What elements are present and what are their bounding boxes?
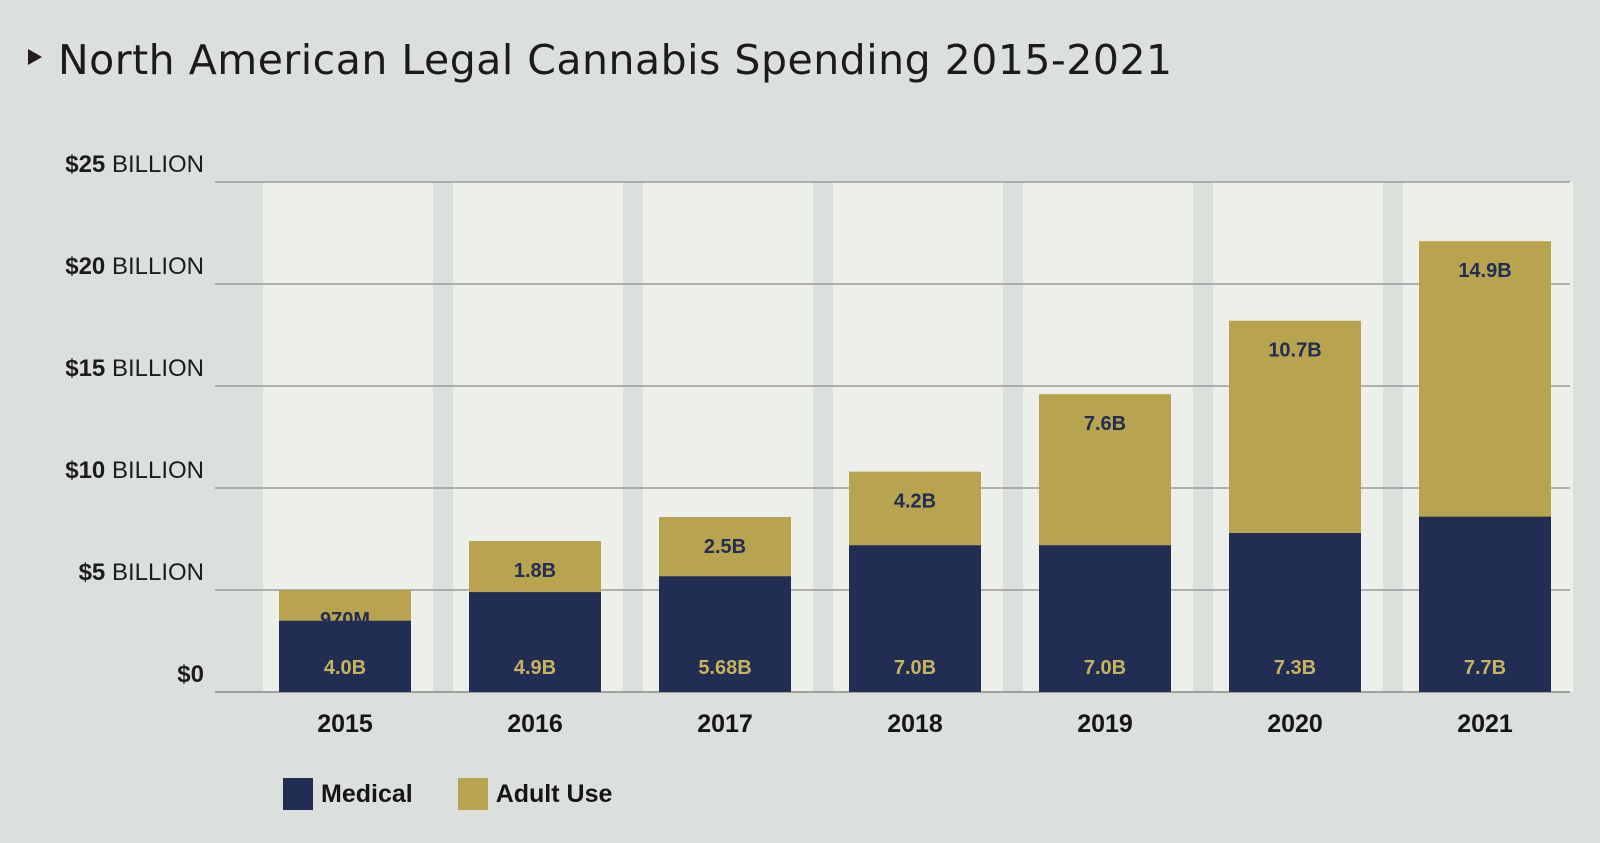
bar-adult-use xyxy=(849,471,981,546)
triangle-bullet-icon xyxy=(28,49,42,65)
legend-swatch-adult-use xyxy=(457,778,488,810)
bar-medical xyxy=(1419,516,1551,692)
y-tick-label: $5 BILLION xyxy=(79,559,204,586)
legend-label-medical: Medical xyxy=(321,779,413,808)
bar-adult-use xyxy=(1419,241,1551,517)
legend: Medical Adult Use xyxy=(283,778,657,810)
y-tick-label: $10 BILLION xyxy=(65,457,204,484)
data-label-adult-use: 1.8B xyxy=(514,560,556,582)
data-label-medical: 7.7B xyxy=(1464,657,1506,679)
x-tick-label: 2018 xyxy=(887,710,943,738)
bar-medical xyxy=(1039,545,1171,692)
data-label-adult-use: 10.7B xyxy=(1268,340,1321,362)
y-tick-label: $15 BILLION xyxy=(65,355,204,382)
bar-adult-use xyxy=(1039,394,1171,546)
bar-medical xyxy=(469,592,601,692)
data-label-medical: 7.0B xyxy=(894,657,936,679)
x-tick-label: 2017 xyxy=(697,710,753,738)
data-label-medical: 5.68B xyxy=(698,657,751,679)
y-tick-label: $25 BILLION xyxy=(65,151,204,178)
bar-medical xyxy=(659,576,791,692)
data-label-adult-use: 4.2B xyxy=(894,491,936,513)
x-tick-label: 2021 xyxy=(1457,710,1513,738)
title-row: North American Legal Cannabis Spending 2… xyxy=(28,36,1173,84)
y-tick-label: $0 xyxy=(177,661,204,688)
legend-label-adult-use: Adult Use xyxy=(495,779,613,808)
x-tick-label: 2020 xyxy=(1267,710,1323,738)
x-tick-label: 2015 xyxy=(317,710,373,738)
chart-title: North American Legal Cannabis Spending 2… xyxy=(58,36,1173,84)
bar-adult-use xyxy=(469,541,601,593)
bar-medical xyxy=(849,545,981,692)
bar-medical xyxy=(279,620,411,692)
legend-item-adult-use: Adult Use xyxy=(457,778,613,810)
data-label-adult-use: 14.9B xyxy=(1458,260,1511,282)
data-label-medical: 4.9B xyxy=(514,657,556,679)
bar-adult-use xyxy=(659,516,791,577)
bar-adult-use xyxy=(279,590,411,621)
legend-swatch-medical xyxy=(283,778,313,810)
bar-medical xyxy=(1229,532,1361,692)
y-tick-label: $20 BILLION xyxy=(65,253,204,280)
x-tick-label: 2019 xyxy=(1077,710,1133,738)
data-label-medical: 7.0B xyxy=(1084,657,1126,679)
data-label-adult-use: 7.6B xyxy=(1084,413,1126,435)
data-label-adult-use: 970M xyxy=(320,609,370,631)
legend-item-medical: Medical xyxy=(283,778,413,810)
data-label-medical: 4.0B xyxy=(324,657,366,679)
x-tick-label: 2016 xyxy=(507,710,563,738)
data-label-adult-use: 2.5B xyxy=(704,536,746,558)
bar-adult-use xyxy=(1229,320,1361,533)
data-label-medical: 7.3B xyxy=(1274,657,1316,679)
